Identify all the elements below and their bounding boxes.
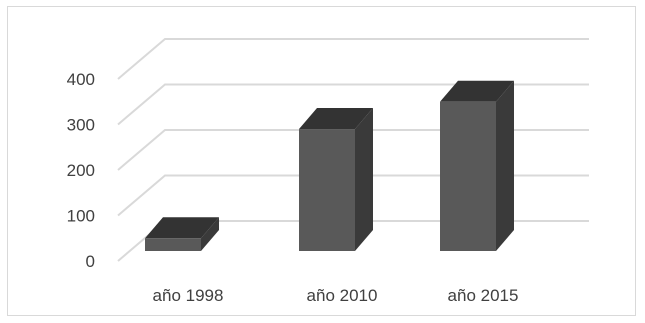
bar bbox=[299, 108, 373, 251]
bar-front-face bbox=[299, 129, 355, 251]
x-category-label: año 2010 bbox=[307, 286, 378, 305]
y-tick-label: 0 bbox=[86, 252, 95, 271]
bar-top-face bbox=[145, 217, 219, 239]
gridline bbox=[117, 83, 589, 126]
bars bbox=[145, 80, 514, 251]
bar-front-face bbox=[440, 101, 496, 251]
bar bbox=[440, 80, 514, 251]
bar bbox=[145, 217, 219, 251]
bar-top-face bbox=[440, 80, 514, 102]
bar-side-face bbox=[201, 217, 219, 251]
bar-top-face bbox=[299, 108, 373, 130]
y-axis-tick-labels: 0 100 200 300 400 bbox=[67, 70, 95, 271]
x-category-label: año 2015 bbox=[448, 286, 519, 305]
y-tick-label: 400 bbox=[67, 70, 95, 89]
y-tick-label: 100 bbox=[67, 207, 95, 226]
gridline bbox=[117, 38, 589, 80]
y-tick-label: 300 bbox=[67, 116, 95, 135]
bar-front-face bbox=[145, 238, 201, 251]
bar-side-face bbox=[496, 80, 514, 251]
x-category-label: año 1998 bbox=[153, 286, 224, 305]
y-tick-label: 200 bbox=[67, 161, 95, 180]
bar-side-face bbox=[355, 108, 373, 251]
x-axis-category-labels: año 1998 año 2010 año 2015 bbox=[153, 286, 519, 305]
